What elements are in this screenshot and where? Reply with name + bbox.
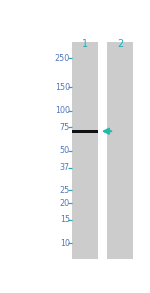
Text: 150: 150 [55, 83, 70, 92]
Bar [72, 42, 98, 258]
Text: 75: 75 [60, 123, 70, 132]
Text: 1: 1 [82, 39, 88, 49]
Text: 37: 37 [60, 163, 70, 172]
Text: 100: 100 [55, 106, 70, 115]
Bar [107, 42, 133, 258]
Text: 20: 20 [60, 199, 70, 208]
Text: 15: 15 [60, 215, 70, 224]
Text: 2: 2 [117, 39, 123, 49]
Text: 250: 250 [55, 54, 70, 63]
Text: 10: 10 [60, 239, 70, 248]
Text: 50: 50 [60, 146, 70, 155]
Bar [72, 130, 98, 133]
Text: 25: 25 [60, 186, 70, 195]
